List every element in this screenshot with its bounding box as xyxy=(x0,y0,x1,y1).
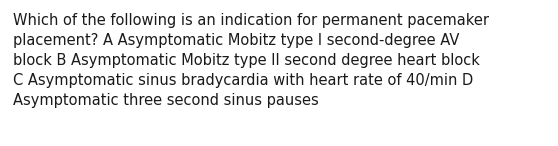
Text: Which of the following is an indication for permanent pacemaker: Which of the following is an indication … xyxy=(13,13,489,28)
Text: block B Asymptomatic Mobitz type II second degree heart block: block B Asymptomatic Mobitz type II seco… xyxy=(13,53,480,68)
Text: placement? A Asymptomatic Mobitz type I second-degree AV: placement? A Asymptomatic Mobitz type I … xyxy=(13,33,459,48)
Text: C Asymptomatic sinus bradycardia with heart rate of 40/min D: C Asymptomatic sinus bradycardia with he… xyxy=(13,73,473,88)
Text: Asymptomatic three second sinus pauses: Asymptomatic three second sinus pauses xyxy=(13,93,319,108)
